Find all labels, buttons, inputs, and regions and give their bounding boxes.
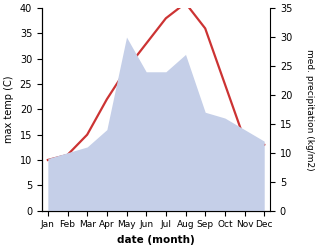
Y-axis label: max temp (C): max temp (C) [4,76,14,143]
Y-axis label: med. precipitation (kg/m2): med. precipitation (kg/m2) [305,49,314,170]
X-axis label: date (month): date (month) [117,235,195,245]
